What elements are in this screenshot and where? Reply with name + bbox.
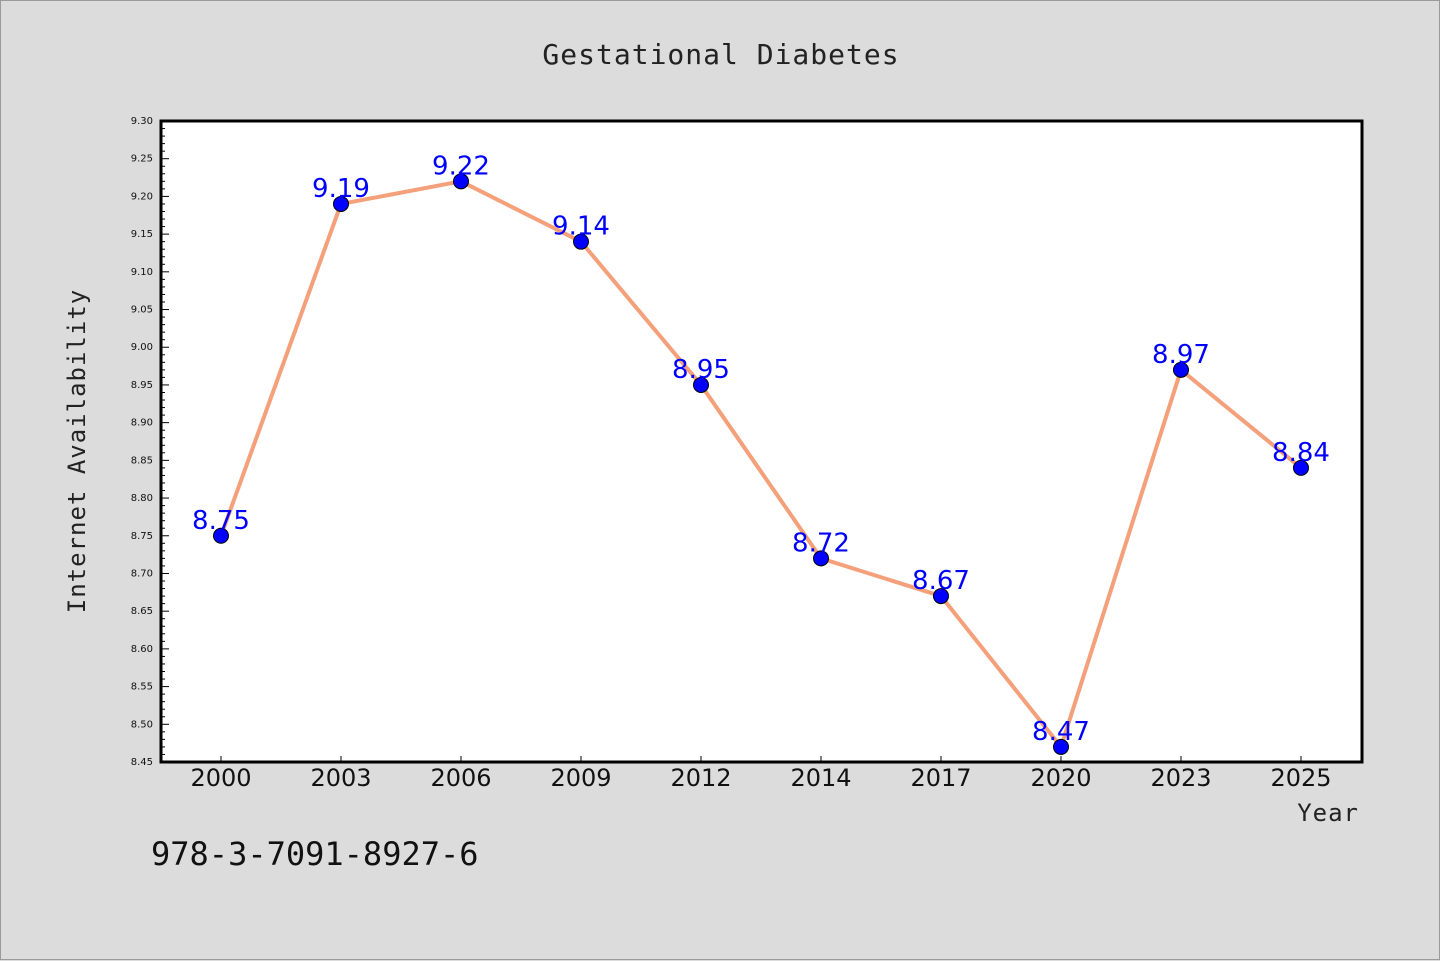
x-tick-label: 2023 — [1150, 764, 1211, 792]
series-layer — [213, 173, 1309, 755]
chart-title: Gestational Diabetes — [542, 38, 899, 71]
data-label: 8.75 — [192, 506, 250, 536]
x-axis: 2000 2003 2006 2009 2012 2014 2017 2020 2023 2025 — [190, 756, 1332, 792]
y-tick-label: 8.95 — [131, 380, 153, 391]
x-tick-label: 2020 — [1030, 764, 1091, 792]
data-point — [573, 233, 589, 250]
data-label: 8.95 — [672, 355, 730, 385]
data-label: 8.67 — [912, 566, 970, 596]
series-line — [219, 179, 1303, 749]
data-point — [333, 195, 349, 212]
y-tick-label: 9.25 — [131, 154, 153, 165]
data-point — [1173, 361, 1189, 378]
y-tick-label: 8.70 — [131, 568, 153, 579]
x-tick-label: 2014 — [790, 764, 851, 792]
y-tick-label: 8.60 — [131, 644, 153, 655]
x-tick-label: 2025 — [1270, 764, 1331, 792]
y-tick-label: 8.50 — [131, 719, 153, 730]
y-tick-label: 8.90 — [131, 418, 153, 429]
y-tick-label: 8.55 — [131, 682, 153, 693]
y-tick-label: 9.00 — [131, 342, 153, 353]
data-labels: 8.75 9.19 9.22 9.14 8.95 8.72 8.67 8.47 8.97 8.84 — [192, 151, 1330, 747]
y-axis-label: Internet Availability — [63, 289, 91, 613]
y-tick-label: 9.05 — [131, 305, 153, 316]
y-tick-label: 9.15 — [131, 229, 153, 240]
data-point — [213, 527, 229, 544]
data-label: 9.19 — [312, 174, 370, 204]
plot-area — [159, 119, 1364, 764]
data-point — [933, 588, 949, 605]
data-point — [693, 376, 709, 393]
data-label: 9.22 — [432, 151, 490, 181]
data-point — [453, 173, 469, 190]
x-tick-label: 2017 — [910, 764, 971, 792]
isbn-text: 978-3-7091-8927-6 — [151, 835, 479, 873]
y-tick-label: 8.75 — [131, 531, 153, 542]
data-label: 8.97 — [1152, 340, 1210, 370]
x-tick-label: 2012 — [670, 764, 731, 792]
data-label: 8.47 — [1032, 717, 1090, 747]
y-axis: 8.45 8.50 8.55 8.60 8.65 8.70 8.75 8.80 8.85 8.90… — [131, 116, 169, 768]
y-tick-label: 8.80 — [131, 493, 153, 504]
x-tick-label: 2003 — [310, 764, 371, 792]
data-point — [1053, 738, 1069, 755]
y-tick-label: 8.65 — [131, 606, 153, 617]
data-label: 8.84 — [1272, 438, 1330, 468]
x-tick-label: 2000 — [190, 764, 251, 792]
data-point — [1293, 459, 1309, 476]
y-tick-label: 9.30 — [131, 116, 153, 127]
data-label: 9.14 — [552, 212, 610, 242]
x-tick-label: 2009 — [550, 764, 611, 792]
x-axis-label: Year — [1297, 799, 1359, 827]
y-tick-label: 8.45 — [131, 757, 153, 768]
data-label: 8.72 — [792, 528, 850, 558]
y-tick-label: 8.85 — [131, 455, 153, 466]
y-tick-label: 9.20 — [131, 191, 153, 202]
x-tick-label: 2006 — [430, 764, 491, 792]
data-point — [813, 550, 829, 567]
y-tick-label: 9.10 — [131, 267, 153, 278]
